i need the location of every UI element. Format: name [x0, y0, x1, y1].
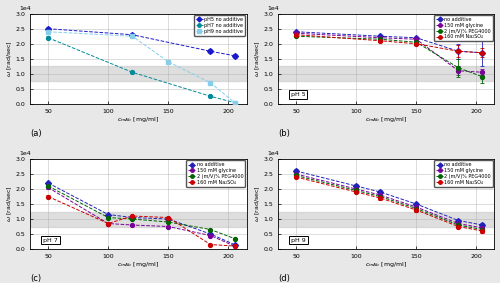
Text: (a): (a) — [30, 129, 42, 138]
Y-axis label: $\omega$ [rad/sec]: $\omega$ [rad/sec] — [254, 40, 262, 77]
Bar — [30, 66, 246, 81]
Text: (d): (d) — [278, 274, 290, 283]
X-axis label: $c_{mAb}$ [mg/ml]: $c_{mAb}$ [mg/ml] — [365, 260, 407, 269]
Legend: pH5 no additive, pH7 no additive, pH9 no additive: pH5 no additive, pH7 no additive, pH9 no… — [194, 15, 245, 36]
Text: (c): (c) — [30, 274, 41, 283]
Bar — [278, 211, 494, 226]
Bar — [278, 66, 494, 81]
Y-axis label: $\omega$ [rad/sec]: $\omega$ [rad/sec] — [6, 40, 14, 77]
Legend: no additive, 150 mM glycine, 2 (m/V)% PEG4000, 160 mM Na₂SO₄: no additive, 150 mM glycine, 2 (m/V)% PE… — [434, 15, 493, 41]
X-axis label: $c_{mAb}$ [mg/ml]: $c_{mAb}$ [mg/ml] — [365, 115, 407, 124]
Y-axis label: $\omega$ [rad/sec]: $\omega$ [rad/sec] — [254, 186, 262, 222]
X-axis label: $c_{mAb}$ [mg/ml]: $c_{mAb}$ [mg/ml] — [118, 115, 160, 124]
Bar — [30, 211, 246, 226]
Text: pH 5: pH 5 — [291, 92, 306, 97]
Y-axis label: $\omega$ [rad/sec]: $\omega$ [rad/sec] — [6, 186, 14, 222]
X-axis label: $c_{mAb}$ [mg/ml]: $c_{mAb}$ [mg/ml] — [118, 260, 160, 269]
Legend: no additive, 150 mM glycine, 2 (m/V)% PEG4000, 160 mM Na₂SO₄: no additive, 150 mM glycine, 2 (m/V)% PE… — [186, 160, 245, 186]
Text: pH 9: pH 9 — [291, 237, 306, 243]
Legend: no additive, 150 mM glycine, 2 (m/V)% PEG4000, 160 mM Na₂SO₄: no additive, 150 mM glycine, 2 (m/V)% PE… — [434, 160, 493, 186]
Text: pH 7: pH 7 — [43, 237, 58, 243]
Text: (b): (b) — [278, 129, 290, 138]
